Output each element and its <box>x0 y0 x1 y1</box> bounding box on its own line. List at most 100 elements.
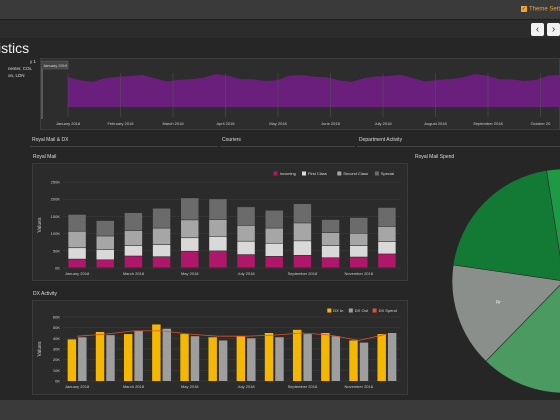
bar <box>162 328 172 381</box>
x-tick-label: May 2018 <box>181 384 199 389</box>
timeline-month-label: August 2018 <box>424 121 447 126</box>
pie-slice <box>451 264 560 362</box>
page-title: istics <box>0 40 30 56</box>
x-tick-label: July 2018 <box>238 271 256 276</box>
timeline-range-selector[interactable]: January 2018 February 2018 March 2018 April… <box>40 58 560 130</box>
pie-label: Fir <box>496 299 502 304</box>
y-tick-label: 50K <box>53 248 60 253</box>
dx-activity-title: DX Activity <box>33 291 57 297</box>
legend-label: Special <box>381 171 394 176</box>
y-axis-label: Values <box>37 217 43 232</box>
legend-label: Incoming <box>280 171 296 176</box>
bar-segment <box>350 257 368 268</box>
royal-mail-chart: 0K 50K 100K 150K 200K 250K Values January 2018 M… <box>37 171 401 276</box>
bar-segment <box>265 228 283 243</box>
royal-mail-spend-title: Royal Mail Spend <box>415 154 455 160</box>
bar-segment <box>124 212 143 231</box>
bar-segment <box>68 259 86 268</box>
info-line: nester, COL <box>8 66 33 71</box>
tab-label: Couriers <box>222 137 241 143</box>
timeline-month-label: May 2018 <box>269 121 287 126</box>
bar-segment <box>68 214 86 231</box>
bar-segment <box>378 241 396 254</box>
royal-mail-chart-panel: 0K 50K 100K 150K 200K 250K Values January 2018 M… <box>32 163 408 281</box>
bar-segment <box>378 226 396 242</box>
timeline-month-label: January 2018 <box>56 121 81 126</box>
bar-segment <box>181 198 199 220</box>
bar-segment <box>293 223 312 241</box>
tab-couriers[interactable]: Couriers <box>220 133 355 147</box>
bar-segment <box>293 241 312 256</box>
legend-swatch <box>327 308 332 313</box>
info-line: on, LDN <box>8 73 25 78</box>
left-info-panel: y 1 nester, COL on, LDN <box>0 58 36 79</box>
bar-segment <box>152 244 171 257</box>
info-line: y 1 <box>30 59 37 64</box>
y-tick-label: 0K <box>55 266 60 271</box>
tab-royal-mail-dx[interactable]: Royal Mail & DX <box>30 133 218 147</box>
royal-mail-title: Royal Mail <box>33 154 57 160</box>
bar <box>180 334 189 381</box>
bar-segment <box>152 208 171 228</box>
bar <box>78 337 87 381</box>
y-tick-label: 150K <box>51 214 61 219</box>
bar-segment <box>265 210 283 228</box>
bar-segment <box>96 220 114 236</box>
timeline-chart[interactable]: January 2018 February 2018 March 2018 April… <box>40 59 560 131</box>
y-tick-label: 30K <box>53 347 60 352</box>
x-tick-label: January 2018 <box>65 271 90 276</box>
x-tick-label: November 2018 <box>345 271 374 276</box>
timeline-month-label: June 2018 <box>321 121 340 126</box>
y-tick-label: 40K <box>53 336 60 341</box>
legend-label: DX Out <box>355 308 369 313</box>
bar-segment <box>181 220 199 238</box>
bar-segment <box>152 228 171 245</box>
bar <box>134 330 143 381</box>
bar-segment <box>124 256 143 268</box>
bar-segment <box>237 241 255 255</box>
tab-department-activity[interactable]: Department Activity <box>357 133 560 147</box>
bar-segment <box>68 248 86 259</box>
x-tick-label: September 2018 <box>288 271 318 276</box>
bar <box>292 329 302 381</box>
timeline-selected-label: January 2019 <box>43 63 68 68</box>
bar <box>275 337 284 381</box>
y-tick-label: 20K <box>53 357 60 362</box>
y-tick-label: 200K <box>51 197 61 202</box>
bar-segment <box>321 258 340 268</box>
dx-spend-line <box>77 330 387 341</box>
bar-segment <box>378 254 396 268</box>
bar <box>67 339 77 381</box>
bar-segment <box>68 231 86 248</box>
timeline-month-label: July 2018 <box>374 121 392 126</box>
bar-segment <box>209 199 227 220</box>
bar-segment <box>350 217 368 233</box>
chevron-left-icon: ‹ <box>535 24 540 35</box>
pie-slice <box>452 170 560 281</box>
bar-segment <box>321 245 340 258</box>
legend-label: DX Spend <box>379 308 397 313</box>
bar <box>264 333 274 381</box>
x-tick-label: March 2018 <box>123 271 145 276</box>
bar-segment <box>96 260 114 268</box>
theme-settings-link[interactable]: ✓ Theme Sett <box>520 6 560 13</box>
bar <box>349 340 358 381</box>
legend-swatch <box>374 171 379 176</box>
bar-segment <box>293 255 312 268</box>
bar <box>95 331 105 381</box>
bar-segment <box>209 236 227 251</box>
bar-segment <box>237 207 255 226</box>
bar-segment <box>350 233 368 246</box>
y-axis-label: Values <box>37 341 43 356</box>
prev-button[interactable]: ‹ <box>531 23 544 36</box>
bar <box>303 334 312 381</box>
royal-mail-spend-panel: Second Class: £514KSpecial: £480KFir <box>414 163 560 395</box>
bar <box>106 335 115 381</box>
next-button[interactable]: › <box>547 23 560 36</box>
bar <box>236 336 246 381</box>
tab-label: Department Activity <box>359 137 403 143</box>
bar-segment <box>378 207 396 227</box>
legend-swatch <box>273 171 278 176</box>
timeline-area <box>68 74 560 107</box>
legend-swatch <box>302 171 306 176</box>
